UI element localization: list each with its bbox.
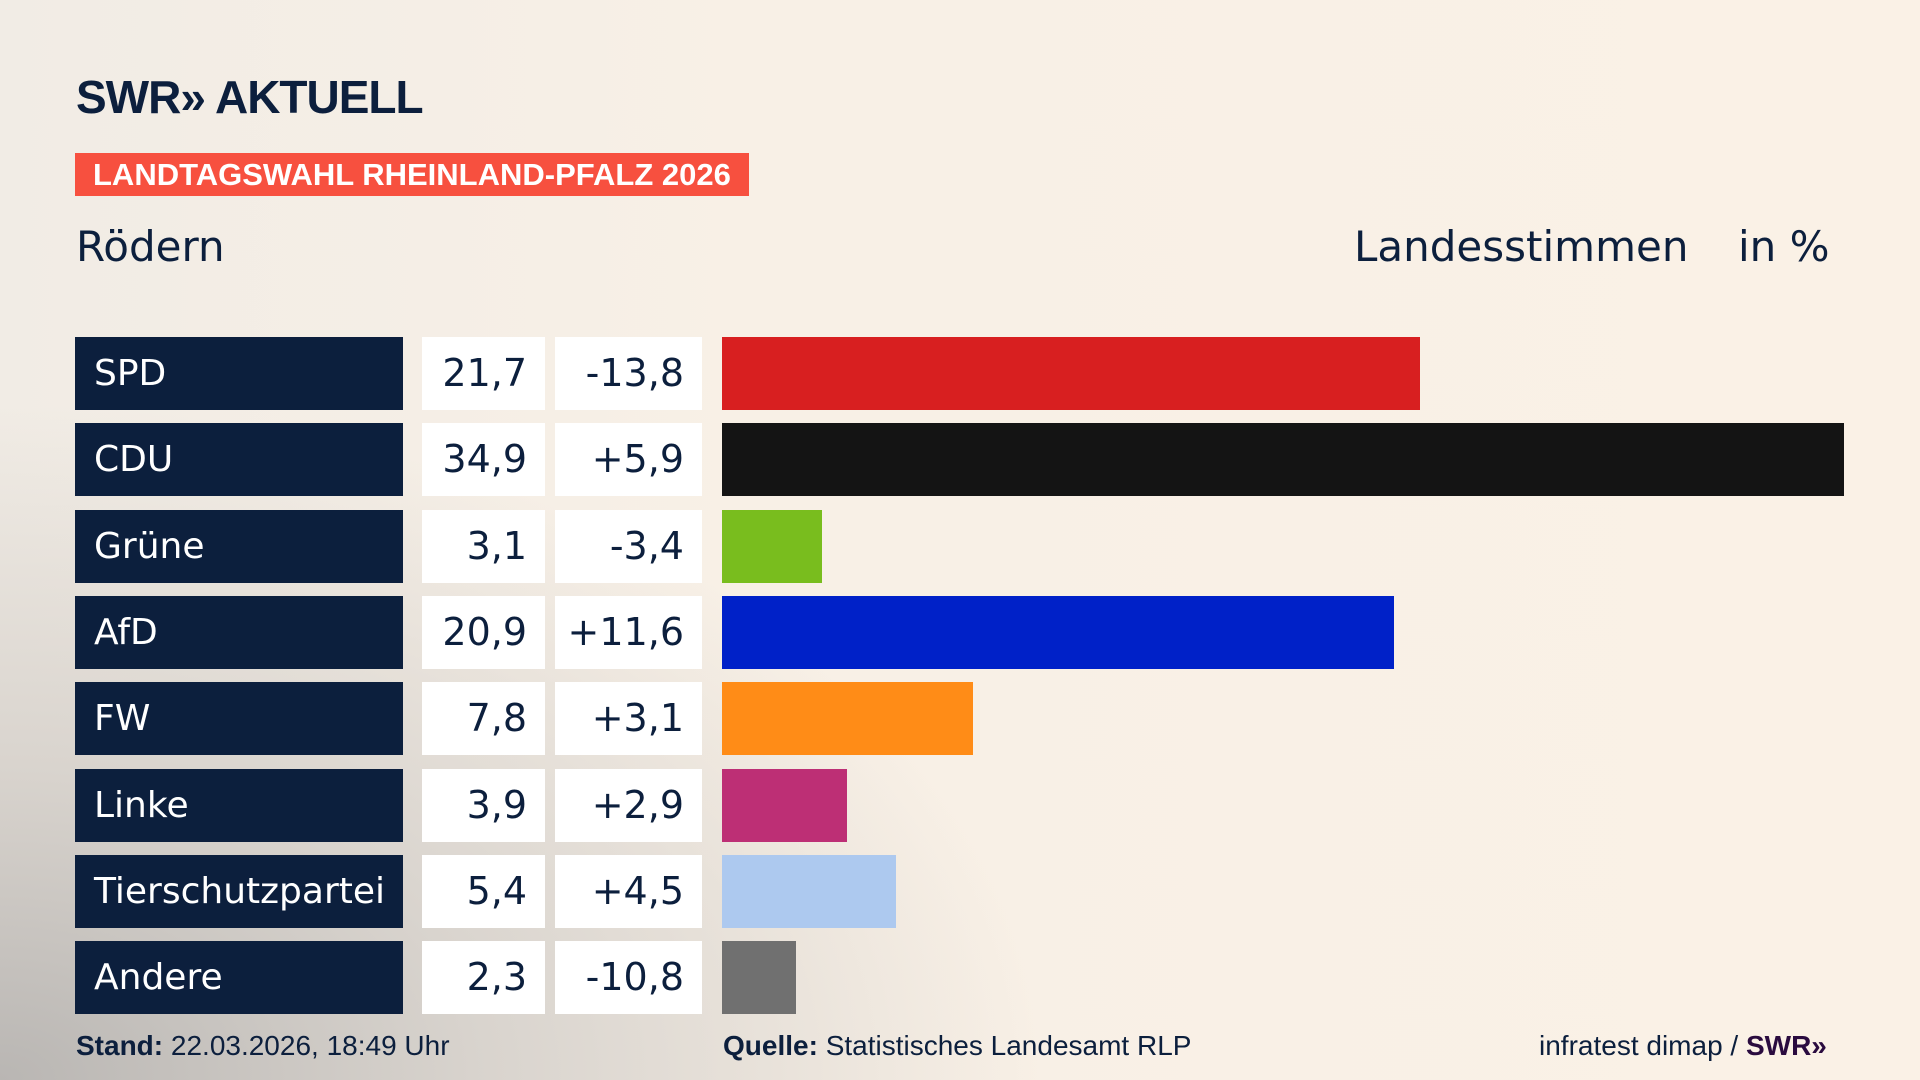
credit-text: infratest dimap / [1539,1030,1739,1061]
bar [722,941,796,1015]
party-label: CDU [75,423,403,497]
swr-aktuell-logo: SWR» AKTUELL [76,71,424,123]
stand-value: 22.03.2026, 18:49 Uhr [170,1030,450,1061]
diff-label: +11,6 [555,595,702,669]
stand-label: Stand: [76,1030,164,1061]
swr-logo: SWR» [1745,1030,1827,1061]
source-value: Statistisches Landesamt RLP [825,1030,1192,1061]
party-label: Grüne [75,509,403,583]
measure-label: Landesstimmen [1354,222,1689,271]
value-label: 3,1 [422,509,545,583]
diff-label: +3,1 [555,682,702,756]
source-label: Quelle: [723,1030,818,1061]
bar-row: SPD 21,7 -13,8 [0,337,1920,410]
diff-label: -10,8 [555,941,702,1015]
unit-label: in % [1738,222,1830,271]
value-label: 3,9 [422,768,545,842]
diff-label: +5,9 [555,423,702,497]
bar-row: Linke 3,9 +2,9 [0,768,1920,842]
bar-row: CDU 34,9 +5,9 [0,423,1920,497]
party-label: FW [75,682,403,756]
bar-row: Grüne 3,1 -3,4 [0,509,1920,583]
value-label: 34,9 [422,423,545,497]
diff-label: +4,5 [555,854,702,928]
credit: infratest dimap / SWR» [1539,1030,1827,1062]
bar-row: Andere 2,3 -10,8 [0,941,1920,1015]
election-banner: LANDTAGSWAHL RHEINLAND-PFALZ 2026 [75,153,749,196]
timestamp: Stand: 22.03.2026, 18:49 Uhr [76,1030,450,1062]
source: Quelle: Statistisches Landesamt RLP [723,1030,1191,1062]
diff-label: +2,9 [555,768,702,842]
party-label: Andere [75,941,403,1015]
party-label: AfD [75,595,403,669]
bar [722,595,1394,669]
value-label: 5,4 [422,854,545,928]
diff-label: -13,8 [555,337,702,410]
bar-row: AfD 20,9 +11,6 [0,595,1920,669]
diff-label: -3,4 [555,509,702,583]
bar [722,423,1844,497]
location-title: Rödern [76,222,225,271]
value-label: 7,8 [422,682,545,756]
party-label: Linke [75,768,403,842]
party-label: SPD [75,337,403,410]
bar [722,509,822,583]
bar [722,682,973,756]
bar [722,337,1420,410]
bar [722,854,896,928]
value-label: 21,7 [422,337,545,410]
bar [722,768,848,842]
bar-row: FW 7,8 +3,1 [0,682,1920,756]
value-label: 20,9 [422,595,545,669]
value-label: 2,3 [422,941,545,1015]
party-label: Tierschutzpartei [75,854,403,928]
bar-row: Tierschutzpartei 5,4 +4,5 [0,854,1920,928]
